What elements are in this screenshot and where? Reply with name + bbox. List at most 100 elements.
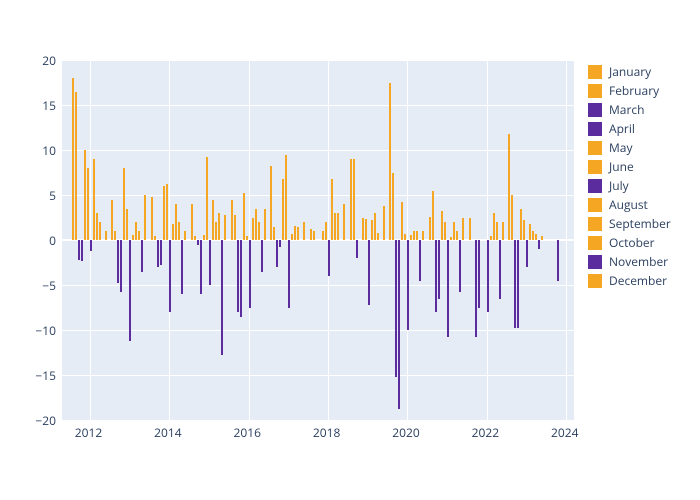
bar[interactable] <box>72 78 74 240</box>
bar[interactable] <box>252 218 254 241</box>
legend-item[interactable]: April <box>588 119 671 138</box>
bar[interactable] <box>493 213 495 240</box>
bar[interactable] <box>331 179 333 240</box>
bar[interactable] <box>404 234 406 240</box>
bar[interactable] <box>276 240 278 267</box>
bar[interactable] <box>337 213 339 240</box>
bar[interactable] <box>258 222 260 240</box>
bar[interactable] <box>231 200 233 241</box>
bar[interactable] <box>285 155 287 241</box>
bar[interactable] <box>362 218 364 240</box>
bar[interactable] <box>240 240 242 317</box>
bar[interactable] <box>243 193 245 240</box>
bar[interactable] <box>191 204 193 240</box>
bar[interactable] <box>291 234 293 240</box>
bar[interactable] <box>105 231 107 240</box>
bar[interactable] <box>334 213 336 240</box>
bar[interactable] <box>535 234 537 240</box>
bar[interactable] <box>163 186 165 240</box>
bar[interactable] <box>557 240 559 281</box>
bar[interactable] <box>368 240 370 305</box>
bar[interactable] <box>429 217 431 240</box>
bar[interactable] <box>496 222 498 240</box>
bar[interactable] <box>526 240 528 267</box>
bar[interactable] <box>435 240 437 312</box>
bar[interactable] <box>206 157 208 240</box>
bar[interactable] <box>255 209 257 241</box>
bar[interactable] <box>75 92 77 241</box>
bar[interactable] <box>154 236 156 241</box>
bar[interactable] <box>273 227 275 241</box>
bar[interactable] <box>197 240 199 245</box>
bar[interactable] <box>261 240 263 272</box>
bar[interactable] <box>350 159 352 240</box>
bar[interactable] <box>111 200 113 241</box>
bar[interactable] <box>462 218 464 241</box>
bar[interactable] <box>132 235 134 240</box>
bar[interactable] <box>178 222 180 240</box>
bar[interactable] <box>365 219 367 240</box>
bar[interactable] <box>93 159 95 240</box>
bar[interactable] <box>172 224 174 240</box>
bar[interactable] <box>447 240 449 337</box>
bar[interactable] <box>456 231 458 240</box>
bar[interactable] <box>194 236 196 240</box>
bar[interactable] <box>96 213 98 240</box>
bar[interactable] <box>514 240 516 328</box>
bar[interactable] <box>78 240 80 260</box>
bar[interactable] <box>234 215 236 240</box>
bar[interactable] <box>249 240 251 308</box>
bar[interactable] <box>322 231 324 240</box>
legend-item[interactable]: August <box>588 195 671 214</box>
bar[interactable] <box>129 240 131 341</box>
bar[interactable] <box>181 240 183 294</box>
bar[interactable] <box>520 209 522 241</box>
bar[interactable] <box>169 240 171 312</box>
bar[interactable] <box>288 240 290 308</box>
legend-item[interactable]: November <box>588 252 671 271</box>
bar[interactable] <box>123 168 125 240</box>
bar[interactable] <box>200 240 202 294</box>
bar[interactable] <box>441 211 443 240</box>
legend-item[interactable]: July <box>588 176 671 195</box>
bar[interactable] <box>151 197 153 240</box>
bar[interactable] <box>218 213 220 240</box>
bar[interactable] <box>87 168 89 240</box>
bar[interactable] <box>166 184 168 240</box>
bar[interactable] <box>478 240 480 308</box>
bar[interactable] <box>389 83 391 241</box>
bar[interactable] <box>469 218 471 240</box>
bar[interactable] <box>325 222 327 240</box>
bar[interactable] <box>529 224 531 240</box>
bar[interactable] <box>374 213 376 240</box>
bar[interactable] <box>264 209 266 241</box>
bar[interactable] <box>99 222 101 240</box>
bar[interactable] <box>416 231 418 240</box>
bar[interactable] <box>270 166 272 240</box>
bar[interactable] <box>450 237 452 240</box>
bar[interactable] <box>475 240 477 337</box>
bar[interactable] <box>432 191 434 241</box>
bar[interactable] <box>126 209 128 241</box>
legend-item[interactable]: January <box>588 62 671 81</box>
bar[interactable] <box>160 240 162 265</box>
bar[interactable] <box>398 240 400 409</box>
bar[interactable] <box>377 233 379 240</box>
bar[interactable] <box>215 222 217 240</box>
bar[interactable] <box>517 240 519 328</box>
bar[interactable] <box>135 222 137 240</box>
bar[interactable] <box>383 206 385 240</box>
bar[interactable] <box>541 236 543 241</box>
bar[interactable] <box>246 236 248 241</box>
bar[interactable] <box>120 240 122 292</box>
bar[interactable] <box>237 240 239 312</box>
bar[interactable] <box>459 240 461 292</box>
bar[interactable] <box>444 222 446 240</box>
legend-item[interactable]: September <box>588 214 671 233</box>
legend-item[interactable]: October <box>588 233 671 252</box>
bar[interactable] <box>279 240 281 247</box>
bar[interactable] <box>401 202 403 240</box>
bar[interactable] <box>499 240 501 299</box>
bar[interactable] <box>313 231 315 240</box>
bar[interactable] <box>356 240 358 258</box>
